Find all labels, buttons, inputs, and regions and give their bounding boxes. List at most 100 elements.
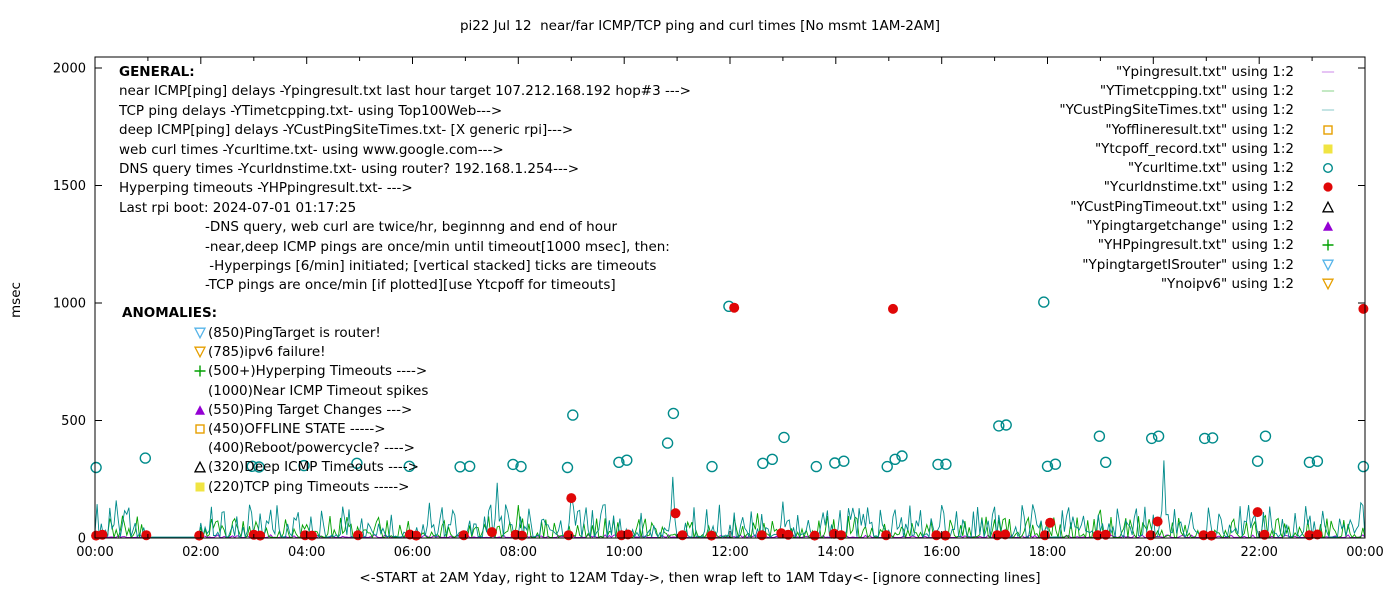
triangle-up-open-icon — [193, 460, 207, 474]
x-axis-label: <-START at 2AM Yday, right to 12AM Tday-… — [359, 570, 1041, 586]
data-point — [729, 302, 740, 313]
data-point — [1198, 432, 1211, 445]
x-tick-label: 10:00 — [605, 545, 642, 560]
legend-item: "YCustPingSiteTimes.txt" using 1:2 — [1059, 101, 1354, 120]
x-tick-label: 02:00 — [182, 545, 219, 560]
data-point — [1099, 456, 1112, 468]
data-point — [1145, 432, 1158, 445]
legend-sample — [1302, 65, 1354, 79]
general-note-line: -near,deep ICMP pings are once/min until… — [205, 238, 670, 255]
data-point — [1000, 529, 1011, 540]
data-point — [1206, 530, 1217, 541]
data-point — [881, 530, 892, 541]
data-point — [194, 530, 205, 541]
series-points-Ycurltime.txt — [90, 296, 1370, 474]
legend-sample — [1302, 258, 1354, 272]
anomaly-item: (785)ipv6 failure! — [193, 343, 428, 362]
data-point — [622, 529, 633, 540]
anomaly-item: (400)Reboot/powercycle? ----> — [193, 439, 428, 458]
legend-label: "Ypingresult.txt" using 1:2 — [1116, 63, 1294, 80]
line-icon — [1321, 103, 1335, 117]
triangle-up-open-icon — [1321, 200, 1335, 214]
data-point — [889, 453, 901, 465]
data-point — [1152, 430, 1165, 442]
triangle-down-open-icon — [193, 326, 207, 340]
x-tick-label: 22:00 — [1240, 545, 1277, 560]
legend-label: "YHPpingresult.txt" using 1:2 — [1097, 237, 1294, 254]
x-tick-label: 14:00 — [817, 545, 854, 560]
legend-sample — [1302, 103, 1354, 117]
y-axis-label: msec — [8, 282, 24, 318]
legend-sample — [1302, 161, 1354, 175]
legend-label: "YCustPingSiteTimes.txt" using 1:2 — [1059, 102, 1294, 119]
data-point — [661, 437, 674, 449]
data-point — [1000, 419, 1012, 431]
data-point — [353, 530, 363, 541]
data-point — [940, 458, 952, 470]
data-point — [932, 458, 944, 471]
legend-item: "YHPpingresult.txt" using 1:2 — [1059, 236, 1354, 255]
general-line: TCP ping delays -YTimetcpping.txt- using… — [119, 102, 503, 119]
anomaly-label: (220)TCP ping Timeouts -----> — [208, 478, 410, 495]
data-point — [1251, 455, 1264, 467]
chart-title: pi22 Jul 12 near/far ICMP/TCP ping and c… — [459, 18, 941, 34]
anomaly-rows: (850)PingTarget is router! (785)ipv6 fail… — [122, 323, 428, 496]
data-point — [1312, 529, 1323, 540]
legend-label: "Ycurltime.txt" using 1:2 — [1127, 160, 1294, 177]
x-tick-label: 16:00 — [923, 545, 960, 560]
legend-label: "Ytcpoff_record.txt" using 1:2 — [1094, 140, 1294, 157]
data-point — [139, 452, 152, 464]
x-tick-label: 00:00 — [1346, 545, 1383, 560]
general-notes: -DNS query, web curl are twice/hr, begin… — [205, 218, 691, 296]
data-point — [566, 493, 577, 504]
legend-sample — [1302, 84, 1354, 98]
data-point — [621, 454, 633, 466]
legend-item: "Yofflineresult.txt" using 1:2 — [1059, 120, 1354, 139]
data-point — [515, 460, 527, 473]
general-note-line: -DNS query, web curl are twice/hr, begin… — [205, 219, 618, 236]
legend-sample — [1302, 219, 1354, 233]
square-filled-icon — [193, 480, 207, 494]
legend-item: "YpingtargetISrouter" using 1:2 — [1059, 255, 1354, 274]
x-tick-label: 12:00 — [711, 545, 748, 560]
data-point — [253, 461, 265, 473]
data-point — [141, 530, 152, 541]
anomaly-item: (850)PingTarget is router! — [193, 323, 428, 342]
data-point — [246, 460, 258, 472]
square-open-icon — [1321, 123, 1335, 137]
anomaly-item: (320)Deep ICMP Timeouts ----> — [193, 458, 428, 477]
anomaly-item: (450)OFFLINE STATE -----> — [193, 419, 428, 438]
data-point — [567, 409, 579, 421]
legend-label: "Ypingtargetchange" using 1:2 — [1086, 218, 1294, 235]
data-point — [1039, 530, 1050, 541]
data-point — [486, 527, 497, 538]
data-point — [881, 460, 893, 473]
data-point — [1357, 460, 1370, 473]
legend-label: "Yofflineresult.txt" using 1:2 — [1105, 121, 1294, 138]
y-tick-label: 0 — [78, 532, 86, 547]
data-point — [1311, 455, 1324, 467]
legend-sample — [1302, 123, 1354, 137]
general-annotation-block: GENERAL: near ICMP[ping] delays -Ypingre… — [119, 63, 691, 296]
line-icon — [1321, 65, 1335, 79]
data-point — [888, 303, 898, 314]
anomaly-label: (450)OFFLINE STATE -----> — [208, 420, 386, 437]
data-point — [836, 530, 847, 541]
anomaly-item: (500+)Hyperping Timeouts ----> — [193, 362, 428, 381]
data-point — [1259, 529, 1270, 540]
circle-open-icon — [1321, 161, 1335, 175]
general-line: Last rpi boot: 2024-07-01 01:17:25 — [119, 199, 357, 216]
anomaly-label: (850)PingTarget is router! — [208, 325, 381, 341]
data-point — [1045, 517, 1056, 528]
y-tick-label: 2000 — [53, 62, 86, 77]
data-point — [464, 460, 476, 472]
general-heading: GENERAL: — [119, 64, 195, 80]
x-tick-label: 18:00 — [1029, 545, 1066, 560]
legend-sample — [1302, 180, 1354, 194]
data-point — [993, 420, 1005, 432]
general-lines: near ICMP[ping] delays -Ypingresult.txt … — [119, 82, 691, 218]
data-point — [1041, 460, 1054, 472]
x-tick-label: 06:00 — [394, 545, 431, 560]
x-tick-label: 04:00 — [288, 545, 325, 560]
